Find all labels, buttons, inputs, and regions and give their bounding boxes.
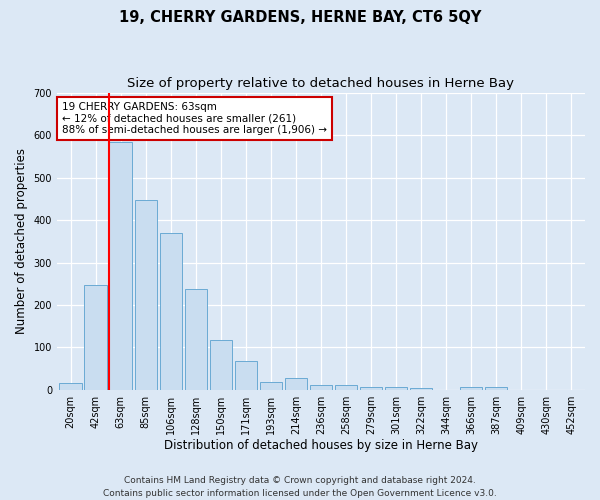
Bar xyxy=(134,200,157,390)
Bar xyxy=(109,142,132,390)
Text: 19, CHERRY GARDENS, HERNE BAY, CT6 5QY: 19, CHERRY GARDENS, HERNE BAY, CT6 5QY xyxy=(119,10,481,25)
Bar xyxy=(360,387,382,390)
Text: Contains HM Land Registry data © Crown copyright and database right 2024.
Contai: Contains HM Land Registry data © Crown c… xyxy=(103,476,497,498)
Bar xyxy=(485,387,508,390)
Bar xyxy=(209,340,232,390)
Bar xyxy=(85,284,107,390)
Bar xyxy=(59,384,82,390)
Bar xyxy=(185,290,207,390)
Bar xyxy=(235,361,257,390)
Title: Size of property relative to detached houses in Herne Bay: Size of property relative to detached ho… xyxy=(127,78,514,90)
Bar xyxy=(335,386,357,390)
Bar xyxy=(410,388,433,390)
Y-axis label: Number of detached properties: Number of detached properties xyxy=(15,148,28,334)
Bar xyxy=(160,233,182,390)
Bar xyxy=(460,387,482,390)
Bar xyxy=(260,382,282,390)
Bar xyxy=(310,386,332,390)
X-axis label: Distribution of detached houses by size in Herne Bay: Distribution of detached houses by size … xyxy=(164,440,478,452)
Bar xyxy=(385,387,407,390)
Text: 19 CHERRY GARDENS: 63sqm
← 12% of detached houses are smaller (261)
88% of semi-: 19 CHERRY GARDENS: 63sqm ← 12% of detach… xyxy=(62,102,327,135)
Bar xyxy=(284,378,307,390)
